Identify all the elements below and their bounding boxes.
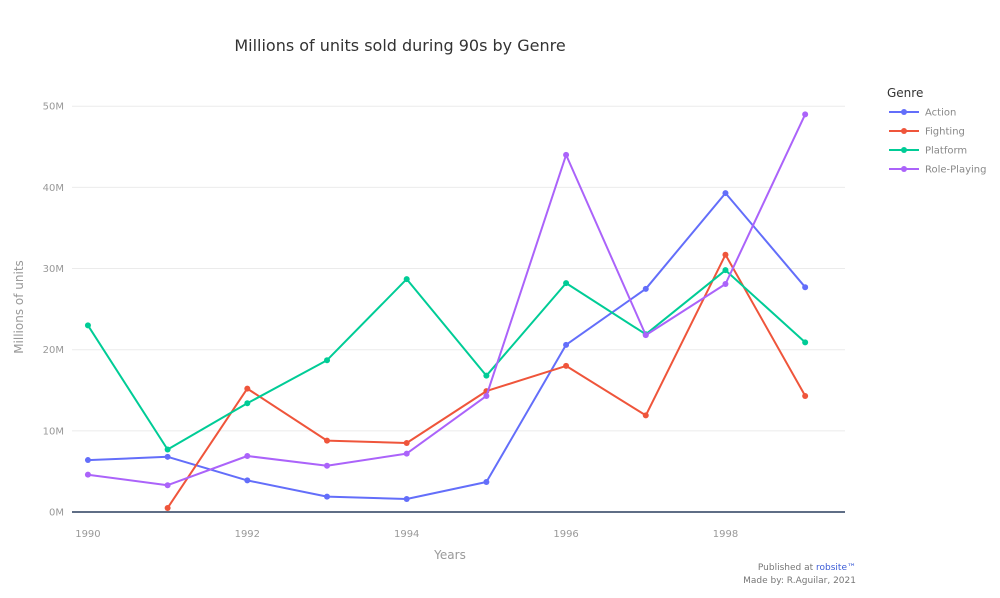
data-point-role-playing[interactable]: [324, 462, 331, 469]
series-line-role-playing: [87, 113, 807, 487]
data-point-action[interactable]: [802, 284, 809, 291]
data-point-platform[interactable]: [324, 357, 331, 364]
data-point-role-playing[interactable]: [722, 280, 729, 287]
y-axis-ticks: 0M 10M 20M 30M 40M 50M: [43, 102, 64, 519]
data-point-action[interactable]: [244, 477, 251, 484]
x-tick-label: 1992: [235, 529, 260, 540]
data-point-role-playing[interactable]: [164, 482, 171, 489]
x-axis-ticks: 1990 1992 1994 1996 1998: [75, 529, 738, 540]
data-point-fighting[interactable]: [164, 504, 171, 511]
published-site-link[interactable]: robsite™: [816, 563, 856, 573]
data-point-platform[interactable]: [244, 400, 251, 407]
series-line-platform: [87, 269, 806, 451]
data-point-action[interactable]: [403, 496, 410, 503]
data-point-action[interactable]: [84, 457, 91, 464]
y-tick-label: 0M: [49, 508, 64, 519]
y-axis-title: Millions of units: [12, 260, 26, 354]
legend-item-role-playing[interactable]: Role-Playing: [889, 165, 986, 176]
data-point-platform[interactable]: [722, 267, 729, 274]
x-tick-label: 1990: [75, 529, 100, 540]
chart-title: Millions of units sold during 90s by Gen…: [234, 36, 565, 55]
made-by-credit: Made by: R.Aguilar, 2021: [743, 576, 856, 586]
y-tick-label: 40M: [43, 183, 64, 194]
legend-marker: [901, 128, 907, 134]
legend: Action Fighting Platform Role-Playing: [889, 108, 986, 176]
data-point-role-playing[interactable]: [563, 151, 570, 158]
data-point-role-playing[interactable]: [483, 392, 490, 399]
data-point-fighting[interactable]: [403, 440, 410, 447]
data-point-platform[interactable]: [483, 372, 490, 379]
series-line-action: [87, 192, 806, 500]
series-line-fighting: [166, 253, 807, 509]
grid: [72, 105, 845, 432]
series-platform: [84, 267, 809, 453]
legend-marker: [901, 109, 907, 115]
y-tick-label: 30M: [43, 264, 64, 275]
data-point-action[interactable]: [642, 285, 649, 292]
data-point-action[interactable]: [483, 478, 490, 485]
data-point-platform[interactable]: [563, 280, 570, 287]
series-action: [84, 190, 809, 503]
y-tick-label: 50M: [43, 102, 64, 113]
data-point-role-playing[interactable]: [244, 453, 251, 460]
published-credit: Published at robsite™: [758, 563, 856, 573]
published-prefix: Published at: [758, 563, 816, 573]
legend-label: Platform: [925, 146, 967, 157]
data-point-fighting[interactable]: [642, 412, 649, 419]
data-point-action[interactable]: [164, 453, 171, 460]
data-point-platform[interactable]: [802, 339, 809, 346]
data-point-fighting[interactable]: [324, 437, 331, 444]
legend-label: Action: [925, 108, 956, 119]
data-point-platform[interactable]: [84, 322, 91, 329]
x-tick-label: 1996: [553, 529, 578, 540]
data-point-fighting[interactable]: [563, 362, 570, 369]
data-point-fighting[interactable]: [802, 392, 809, 399]
data-point-role-playing[interactable]: [84, 471, 91, 478]
legend-item-action[interactable]: Action: [889, 108, 956, 119]
x-tick-label: 1994: [394, 529, 419, 540]
y-tick-label: 10M: [43, 426, 64, 437]
x-axis-title: Years: [433, 548, 466, 562]
series-group: [84, 111, 809, 511]
data-point-platform[interactable]: [164, 446, 171, 453]
legend-label: Role-Playing: [925, 165, 986, 176]
legend-label: Fighting: [925, 127, 965, 138]
data-point-fighting[interactable]: [722, 251, 729, 258]
x-tick-label: 1998: [713, 529, 738, 540]
data-point-platform[interactable]: [403, 276, 410, 283]
data-point-role-playing[interactable]: [403, 450, 410, 457]
data-point-role-playing[interactable]: [802, 111, 809, 118]
data-point-action[interactable]: [722, 190, 729, 197]
legend-title: Genre: [887, 86, 923, 100]
data-point-role-playing[interactable]: [642, 332, 649, 339]
y-tick-label: 20M: [43, 345, 64, 356]
series-role-playing: [84, 111, 809, 489]
data-point-fighting[interactable]: [244, 385, 251, 392]
legend-item-platform[interactable]: Platform: [889, 146, 967, 157]
legend-marker: [901, 147, 907, 153]
data-point-action[interactable]: [324, 493, 331, 500]
data-point-action[interactable]: [563, 341, 570, 348]
series-fighting: [164, 251, 809, 511]
legend-marker: [901, 166, 907, 172]
legend-item-fighting[interactable]: Fighting: [889, 127, 965, 138]
